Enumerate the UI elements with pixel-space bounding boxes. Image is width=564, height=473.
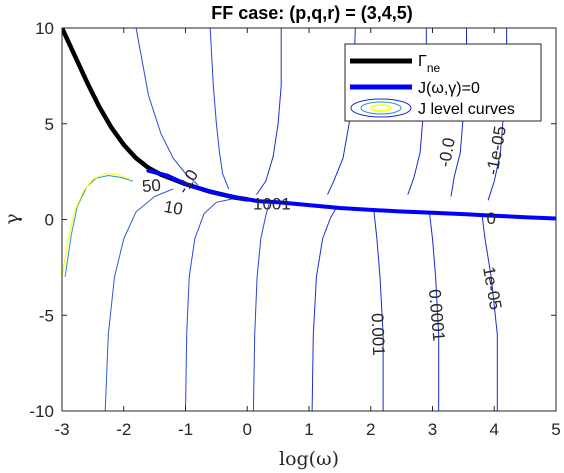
x-tick-label-2: -1 (178, 420, 193, 439)
x-axis-ticks: -3 -2 -1 0 1 2 3 4 5 (54, 28, 561, 439)
x-axis-label: log(ω) (279, 448, 339, 470)
legend-gamma-symbol: Γ (418, 53, 427, 70)
y-tick-label-4: 10 (35, 19, 54, 38)
y-axis-label: γ (1, 213, 23, 224)
contour-lines (62, 28, 508, 411)
x-tick-label-7: 4 (490, 420, 499, 439)
contour-label-7: 0.0001 (425, 288, 448, 341)
contour-label-3: -0.0 (435, 136, 459, 168)
legend-box (344, 43, 542, 122)
contour-label-1: 10 (162, 197, 184, 219)
contour-icon-middle-ring (360, 101, 402, 115)
legend-label-j-zero: J(ω,γ)=0 (418, 80, 480, 97)
legend: Γne J(ω,γ)=0 J level curves (344, 43, 542, 122)
contour-legend-icon (350, 98, 412, 118)
x-tick-label-8: 5 (551, 420, 560, 439)
x-tick-label-3: 0 (243, 420, 252, 439)
legend-label-level-curves: J level curves (418, 101, 515, 118)
y-axis-ticks: -10 -5 0 5 10 (29, 19, 556, 421)
y-tick-label-2: 0 (45, 211, 54, 230)
contour-label-5: 0 (486, 209, 495, 228)
contour-line-1 (62, 172, 131, 278)
contour-label-0: 50 (141, 176, 162, 197)
contour-line-11 (256, 28, 282, 195)
x-tick-label-0: -3 (54, 420, 69, 439)
x-tick-label-5: 2 (366, 420, 375, 439)
legend-gamma-subscript: ne (427, 61, 441, 75)
contour-line-8 (481, 213, 498, 411)
contour-line-6 (373, 209, 384, 411)
contour-icon-inner-ring (370, 104, 392, 112)
series-lines (62, 28, 556, 221)
contour-line-5 (311, 206, 338, 411)
series-line-j-zero (146, 168, 556, 221)
chart-title: FF case: (p,q,r) = (3,4,5) (211, 3, 413, 23)
y-tick-label-0: -10 (29, 402, 54, 421)
contour-label-6: 0.001 (368, 313, 388, 356)
y-tick-label-3: 5 (45, 115, 54, 134)
contour-line-10 (209, 28, 230, 190)
contour-line-2 (104, 188, 174, 411)
legend-label-gamma-ne: Γne (418, 53, 440, 75)
y-tick-label-1: -5 (39, 306, 54, 325)
contour-line-0 (64, 174, 134, 278)
contour-line-7 (428, 211, 440, 411)
contour-label-9: 1001 (253, 195, 291, 214)
x-tick-label-4: 1 (304, 420, 313, 439)
contour-icon-outer-ring (350, 98, 412, 118)
x-tick-label-1: -2 (116, 420, 131, 439)
contour-line-9 (135, 28, 199, 186)
x-tick-label-6: 3 (428, 420, 437, 439)
contour-line-4 (252, 204, 270, 411)
